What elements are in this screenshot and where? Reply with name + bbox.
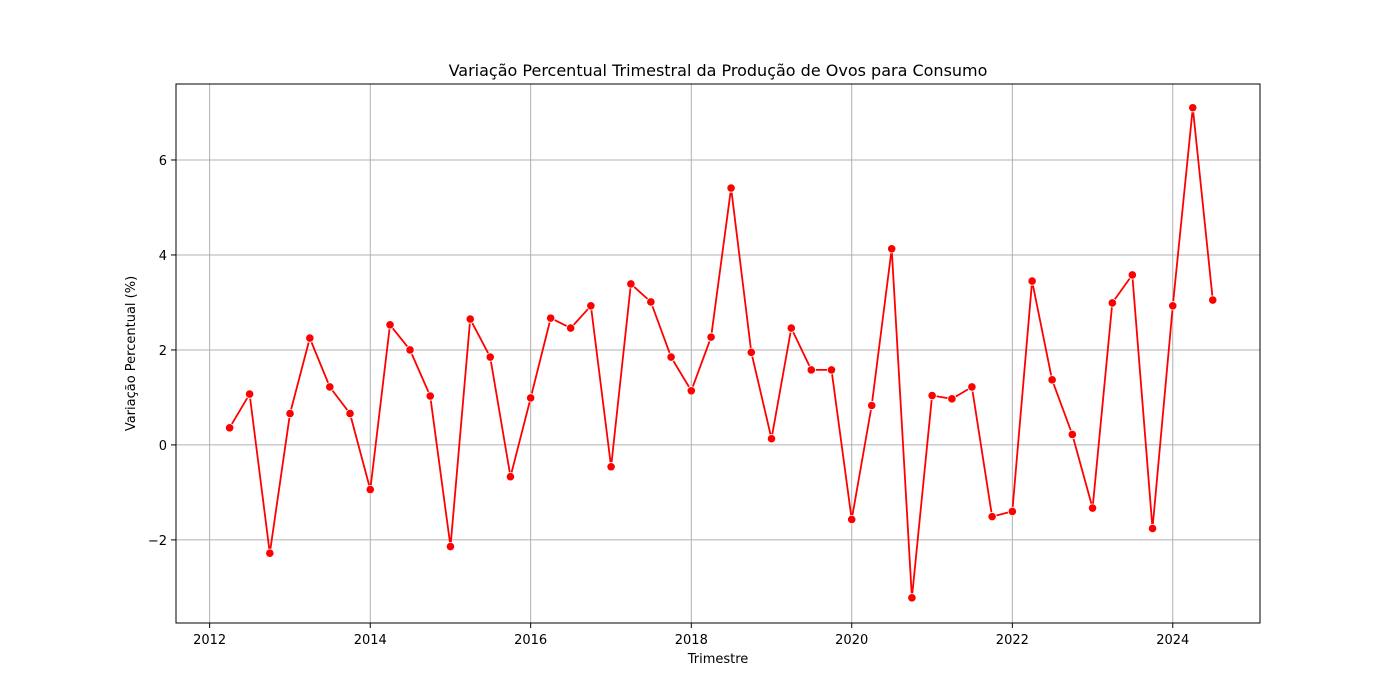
data-point [465, 314, 475, 324]
data-point [225, 423, 235, 433]
data-point [947, 394, 957, 404]
series-line [228, 106, 1214, 599]
data-point [867, 400, 877, 411]
data-point [526, 393, 536, 403]
data-point [566, 323, 576, 333]
data-point [826, 365, 837, 375]
chart-title: Variação Percentual Trimestral da Produç… [449, 61, 988, 80]
data-point [1188, 103, 1198, 113]
data-point [546, 313, 556, 323]
y-tick-label: 2 [159, 344, 167, 359]
data-point [1107, 298, 1117, 308]
data-point [245, 389, 255, 399]
data-point [887, 244, 897, 254]
y-tick-label: 0 [159, 439, 167, 454]
data-point [385, 320, 395, 330]
axis-ticks: 2012 2014 2016 2018 2020 2022 2024 −2 0 2 4 6 [148, 154, 1189, 648]
data-point [1007, 506, 1017, 517]
data-point [806, 365, 816, 375]
data-point [1208, 295, 1218, 305]
y-axis-title: Variação Percentual (%) [124, 276, 139, 431]
data-point [907, 593, 917, 603]
data-point [445, 541, 456, 552]
data-point [847, 514, 857, 525]
data-point [706, 332, 716, 342]
y-tick-label: −2 [148, 534, 167, 549]
data-point [425, 391, 435, 401]
data-point [646, 297, 656, 307]
plot-area-frame [175, 83, 1261, 624]
data-point [1127, 270, 1137, 280]
data-point [345, 408, 355, 419]
data-point [265, 548, 275, 558]
x-tick-label: 2016 [514, 633, 547, 648]
grid-lines [176, 84, 1260, 623]
data-point [1027, 276, 1037, 286]
x-tick-label: 2020 [835, 633, 868, 648]
data-point [626, 279, 636, 289]
data-point [786, 323, 796, 333]
data-point [305, 333, 315, 343]
data-point [987, 512, 997, 522]
data-point [606, 462, 616, 472]
data-point [766, 434, 777, 444]
data-point [1168, 301, 1178, 311]
data-point [686, 386, 696, 396]
x-tick-label: 2024 [1156, 633, 1189, 648]
data-point [405, 345, 415, 355]
x-tick-label: 2012 [193, 633, 226, 648]
series-layer [225, 103, 1218, 603]
data-point [927, 390, 937, 401]
y-tick-label: 4 [159, 249, 167, 264]
y-tick-label: 6 [159, 154, 167, 169]
x-axis-title: Trimestre [687, 652, 749, 667]
x-tick-label: 2018 [675, 633, 708, 648]
data-point [285, 408, 295, 419]
data-point [365, 484, 375, 495]
x-tick-label: 2014 [354, 633, 387, 648]
data-point [505, 472, 516, 482]
data-point [1047, 375, 1057, 385]
data-point [726, 183, 736, 193]
data-point [1087, 503, 1098, 513]
data-point [325, 382, 335, 392]
data-point [1067, 429, 1077, 440]
data-point [485, 352, 495, 362]
x-tick-label: 2022 [996, 633, 1029, 648]
data-point [746, 347, 756, 357]
data-point [666, 352, 676, 362]
data-point [586, 301, 596, 311]
data-point [967, 382, 977, 392]
data-point [1147, 523, 1158, 534]
